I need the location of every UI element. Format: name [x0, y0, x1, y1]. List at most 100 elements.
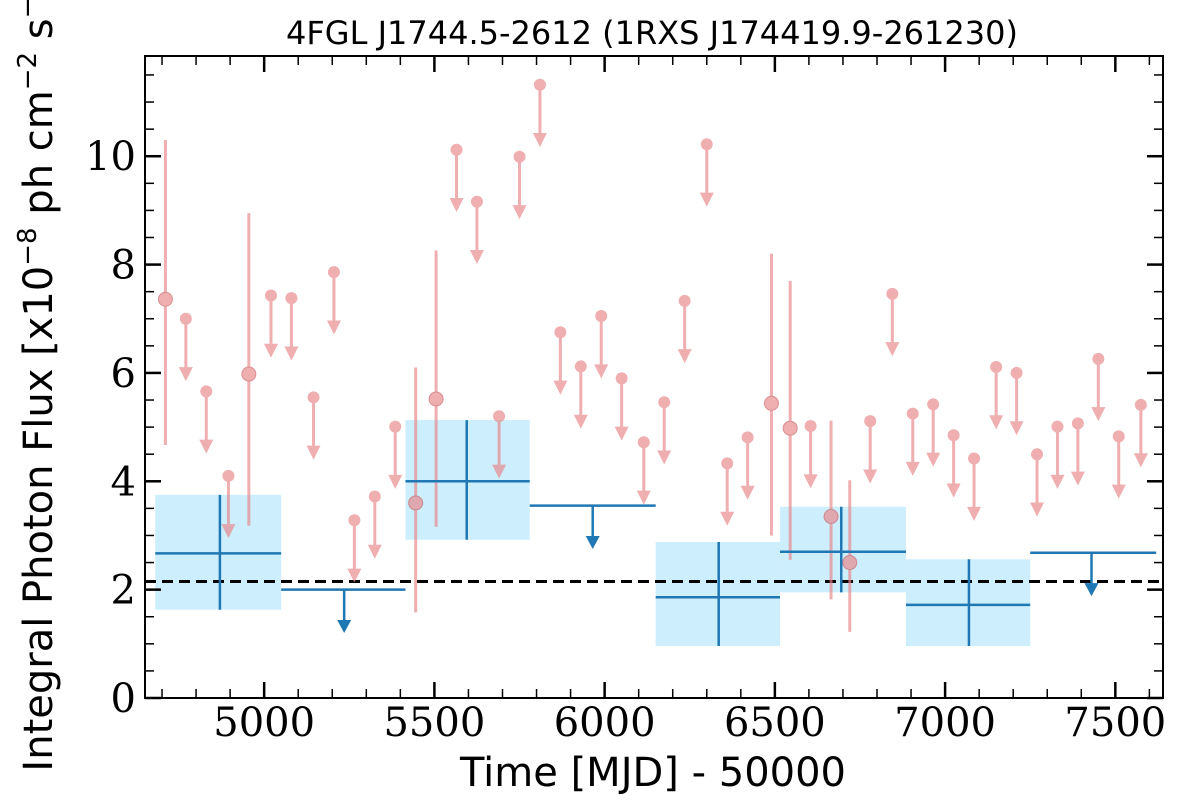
short-bin-upper-limit-marker	[200, 385, 213, 398]
short-bin-upper-limit-marker	[1010, 366, 1023, 379]
y-axis-title-unit2: s	[16, 18, 62, 52]
short-bin-upper-limit-36	[1070, 417, 1085, 486]
short-bin-upper-limit-arrow	[573, 414, 588, 429]
short-bin-upper-limit-marker	[348, 514, 361, 527]
y-tick-label: 10	[85, 134, 136, 180]
short-bin-upper-limit-arrow	[284, 346, 299, 361]
x-tick-label: 6500	[724, 700, 826, 746]
short-bin-upper-limit-13	[512, 150, 527, 220]
short-bin-upper-limit-14	[532, 78, 547, 148]
short-bin-upper-limit-marker	[741, 431, 754, 444]
short-bin-upper-limit-marker	[574, 360, 587, 373]
long-bin-point-1	[405, 420, 530, 540]
long-bin-band-3	[779, 506, 906, 593]
short-bin-upper-limit-arrow	[926, 452, 941, 467]
short-bin-upper-limit-marker	[1031, 448, 1044, 461]
short-bin-upper-limit-16	[573, 360, 588, 429]
short-bin-point-0	[157, 139, 173, 445]
short-bin-upper-limit-arrow	[492, 464, 507, 479]
short-bin-upper-limit-arrow	[553, 380, 568, 395]
short-bin-upper-limit-12	[492, 410, 507, 479]
short-bin-upper-limit-marker	[615, 372, 628, 385]
short-bin-upper-limit-marker	[637, 436, 650, 449]
short-bin-marker	[241, 366, 257, 382]
short-bin-upper-limit-27	[885, 287, 900, 357]
short-bin-upper-limit-24	[740, 431, 755, 500]
short-bin-upper-limit-marker	[906, 407, 919, 420]
short-bin-upper-limit-marker	[307, 391, 320, 404]
short-bin-upper-limit-arrow	[720, 511, 735, 526]
short-bin-upper-limit-arrow	[347, 568, 362, 583]
short-bin-upper-limit-10	[449, 143, 464, 213]
short-bin-upper-limit-marker	[804, 420, 817, 433]
short-bin-upper-limit-arrow	[946, 483, 961, 498]
short-bin-upper-limit-arrow	[1009, 421, 1024, 436]
short-bin-marker	[157, 291, 173, 307]
short-bin-upper-limit-marker	[222, 469, 235, 482]
y-tick-label: 8	[111, 243, 136, 289]
x-tick-label: 7500	[1064, 700, 1166, 746]
short-bin-upper-limit-9	[388, 420, 403, 489]
short-bin-upper-limit-8	[367, 490, 382, 559]
short-bin-upper-limit-arrow	[905, 461, 920, 476]
long-bin-upper-limit-2	[1030, 551, 1157, 597]
y-axis-title-exp1: −8	[13, 227, 43, 265]
short-bin-upper-limit-arrow	[885, 342, 900, 357]
short-bin-upper-limit-arrow	[636, 490, 651, 505]
short-bin-upper-limit-28	[905, 407, 920, 476]
short-bin-upper-limit-25	[803, 420, 818, 489]
short-bin-marker	[408, 495, 424, 511]
short-bin-upper-limit-37	[1091, 352, 1106, 422]
y-tick-label: 4	[111, 459, 136, 505]
short-bin-upper-limit-marker	[864, 415, 877, 428]
short-bin-marker	[823, 509, 839, 525]
short-bin-upper-limit-marker	[1051, 420, 1064, 433]
short-bin-upper-limit-35	[1050, 420, 1065, 489]
short-bin-upper-limit-marker	[179, 312, 192, 325]
long-bin-point-0	[155, 494, 282, 610]
short-bin-upper-limit-arrow	[221, 524, 236, 539]
short-bin-upper-limit-marker	[595, 310, 608, 323]
short-bin-upper-limit-marker	[450, 143, 463, 156]
y-tick-label: 6	[111, 351, 136, 397]
y-axis-title-exp2: −2	[13, 52, 43, 90]
short-bin-upper-limit-marker	[327, 266, 340, 279]
short-bin-upper-limit-17	[594, 310, 609, 379]
short-bin-upper-limit-arrow	[306, 445, 321, 460]
short-bin-upper-limit-arrow	[967, 506, 982, 521]
short-bin-upper-limit-11	[469, 195, 484, 265]
short-bin-upper-limit-20	[657, 396, 672, 465]
short-bin-upper-limit-arrow	[1030, 502, 1045, 517]
short-bin-point-1	[241, 213, 257, 526]
short-bin-upper-limit-18	[614, 372, 629, 441]
y-tick-label: 0	[111, 676, 136, 722]
short-bin-upper-limit-marker	[513, 150, 526, 163]
short-bin-upper-limit-marker	[1112, 430, 1125, 443]
short-bin-upper-limit-arrow	[263, 343, 278, 358]
short-bin-upper-limit-arrow	[199, 439, 214, 454]
short-bin-upper-limit-arrow	[657, 450, 672, 465]
short-bin-upper-limit-6	[326, 266, 341, 335]
short-bin-marker	[782, 420, 798, 436]
long-bin-series	[155, 420, 1157, 646]
short-bin-upper-limit-arrow	[178, 367, 193, 382]
short-bin-upper-limit-30	[946, 429, 961, 498]
short-bin-upper-limit-marker	[678, 294, 691, 307]
y-axis-title: Integral Photon Flux [x10−8 ph cm−2 s−1]	[13, 0, 62, 772]
long-bin-upper-limit-1	[529, 504, 656, 550]
short-bin-upper-limit-marker	[947, 429, 960, 442]
short-bin-upper-limit-marker	[1134, 398, 1147, 411]
short-bin-upper-limit-1	[199, 385, 214, 454]
short-bin-upper-limit-arrow	[863, 469, 878, 484]
x-tick-label: 6000	[554, 700, 656, 746]
short-bin-upper-limit-34	[1030, 448, 1045, 517]
x-tick-label: 5000	[213, 700, 315, 746]
y-tick-label: 2	[111, 568, 136, 614]
short-bin-upper-limit-arrow	[1050, 474, 1065, 489]
long-bin-point-4	[905, 559, 1031, 646]
y-tick-labels: 0 2 4 6 8 10	[85, 134, 136, 722]
short-bin-upper-limit-marker	[658, 396, 671, 409]
short-bin-upper-limit-39	[1133, 398, 1148, 468]
short-bin-upper-limit-arrow	[388, 474, 403, 489]
short-bin-upper-limit-arrow	[326, 320, 341, 335]
